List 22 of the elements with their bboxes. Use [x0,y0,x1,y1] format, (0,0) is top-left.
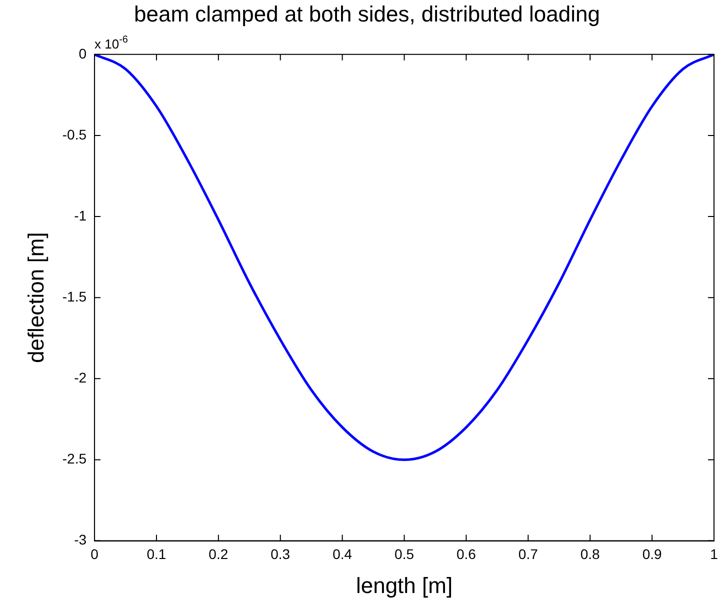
x-tick-label: 0.9 [642,546,662,562]
x-tick-label: 0.4 [332,546,352,562]
y-tick-label: -0.5 [62,126,87,142]
y-tick-label: -2.5 [62,450,87,467]
x-tick-label: 0.2 [208,546,228,562]
x-tick-label: 0.1 [146,546,166,562]
x-tick-label: 0.8 [580,546,600,562]
x-axis-title: length [m] [356,572,453,598]
y-tick-label: 0 [78,45,87,62]
x-tick-label: 0.6 [456,546,476,562]
x-tick-label: 1 [710,546,718,562]
x-tick-label: 0 [90,546,99,562]
x-tick-label: 0.7 [518,546,538,562]
y-tick-label: -1 [74,207,87,224]
x-tick-label: 0.3 [270,546,290,562]
y-tick-label: -2 [74,370,87,386]
x-tick-label: 0.5 [394,546,414,562]
line-series [94,54,714,461]
y-tick-label: -1.5 [62,288,87,304]
chart-title: beam clamped at both sides, distributed loading [134,1,600,26]
y-tick-label: -3 [74,532,87,548]
y-axis-title: deflection [m] [23,232,48,364]
